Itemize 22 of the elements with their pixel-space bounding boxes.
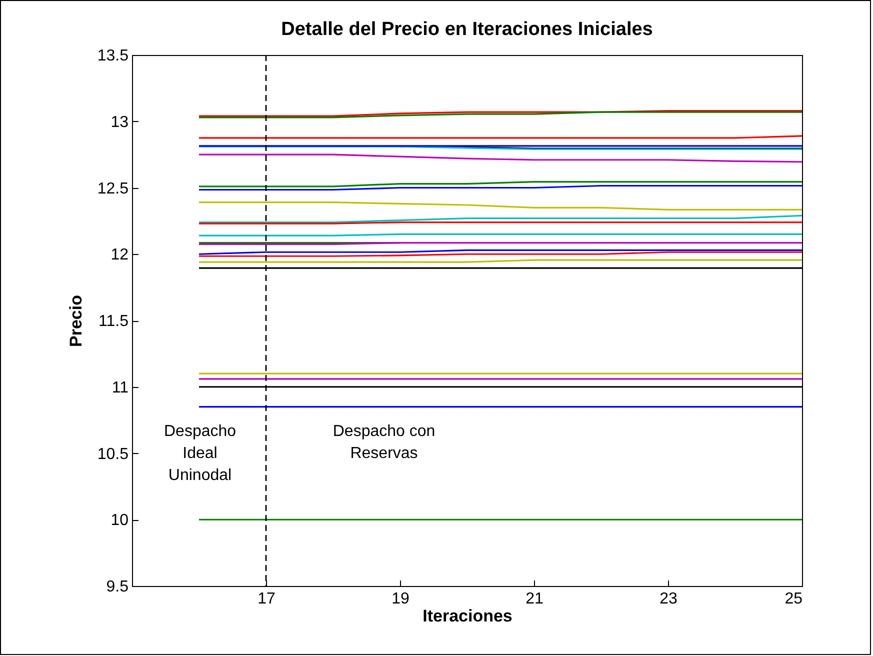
x-tick-label: 19 <box>392 590 410 608</box>
x-tick-label: 17 <box>258 590 276 608</box>
y-tick-label: 10.5 <box>97 446 129 463</box>
y-tick-label: 9.5 <box>106 578 129 596</box>
annotation: Despacho Ideal Uninodal <box>164 423 236 484</box>
annotation: Despacho con Reservas <box>332 423 436 462</box>
y-tick-label: 11 <box>112 379 129 396</box>
line-series <box>198 154 802 163</box>
y-tick-label: 10 <box>110 512 129 530</box>
line-series <box>198 214 802 224</box>
y-tick-label: 11.5 <box>98 313 129 330</box>
x-tick-label: 25 <box>784 590 803 608</box>
x-tick-label: 23 <box>660 590 678 608</box>
chart-title: Detalle del Precio en Iteraciones Iniciales <box>281 19 653 40</box>
x-axis-title: Iteraciones <box>422 606 512 626</box>
y-tick-label: 13.5 <box>97 48 129 64</box>
x-tick-label: 21 <box>526 590 544 608</box>
y-tick-label: 12 <box>110 246 129 264</box>
line-series <box>198 202 802 210</box>
y-axis-title: Precio <box>66 295 86 347</box>
y-tick-label: 13 <box>110 114 129 131</box>
y-tick-label: 12.5 <box>97 180 129 198</box>
